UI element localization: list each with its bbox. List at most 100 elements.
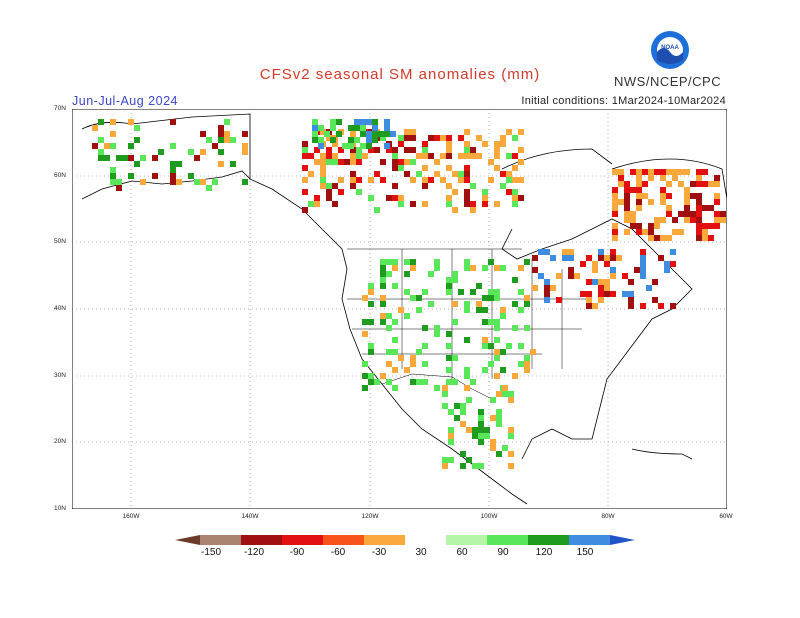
anomaly-cell: [544, 297, 550, 303]
anomaly-cell: [624, 187, 630, 193]
anomaly-cell: [368, 319, 374, 325]
anomaly-cell: [624, 217, 630, 223]
anomaly-cell: [368, 147, 374, 153]
anomaly-cell: [312, 125, 318, 131]
anomaly-cell: [690, 211, 696, 217]
legend-swatch: [241, 535, 282, 545]
anomaly-cell: [660, 235, 666, 241]
anomaly-cell: [494, 153, 500, 159]
anomaly-cell: [538, 249, 544, 255]
anomaly-cell: [398, 159, 404, 165]
anomaly-cell: [612, 193, 618, 199]
anomaly-cell: [410, 177, 416, 183]
anomaly-cell: [512, 373, 518, 379]
anomaly-cell: [434, 325, 440, 331]
legend-swatch: [323, 535, 364, 545]
anomaly-cell: [684, 187, 690, 193]
anomaly-cell: [446, 379, 452, 385]
lat-label: 20N: [54, 438, 66, 445]
anomaly-cell: [636, 199, 642, 205]
anomaly-cell: [612, 199, 618, 205]
anomaly-cell: [362, 385, 368, 391]
anomaly-cell: [318, 137, 324, 143]
anomaly-cell: [98, 137, 104, 143]
anomaly-cell: [494, 289, 500, 295]
anomaly-cell: [452, 271, 458, 277]
anomaly-cell: [640, 249, 646, 255]
anomaly-cell: [206, 185, 212, 191]
anomaly-cell: [448, 433, 454, 439]
anomaly-cell: [366, 143, 372, 149]
anomaly-cell: [326, 153, 332, 159]
anomaly-cell: [604, 291, 610, 297]
anomaly-cell: [714, 175, 720, 181]
anomaly-cell: [484, 427, 490, 433]
anomaly-cell: [488, 361, 494, 367]
anomaly-cell: [618, 181, 624, 187]
anomaly-cell: [170, 167, 176, 173]
anomaly-cell: [404, 367, 410, 373]
anomaly-cell: [636, 193, 642, 199]
anomaly-cell: [634, 267, 640, 273]
anomaly-cell: [488, 259, 494, 265]
anomaly-cell: [512, 325, 518, 331]
anomaly-cell: [708, 181, 714, 187]
anomaly-cell: [386, 259, 392, 265]
anomaly-cell: [392, 159, 398, 165]
anomaly-cell: [452, 379, 458, 385]
anomaly-cell: [140, 179, 146, 185]
anomaly-cell: [434, 331, 440, 337]
anomaly-cell: [470, 379, 476, 385]
anomaly-cell: [490, 397, 496, 403]
anomaly-cell: [512, 165, 518, 171]
anomaly-cell: [380, 271, 386, 277]
anomaly-cell: [470, 183, 476, 189]
anomaly-cell: [512, 189, 518, 195]
anomaly-cell: [476, 135, 482, 141]
anomaly-cell: [422, 147, 428, 153]
legend-label: -30: [371, 547, 387, 558]
anomaly-cell: [524, 355, 530, 361]
anomaly-cell: [380, 313, 386, 319]
anomaly-cell: [458, 153, 464, 159]
anomaly-cell: [356, 189, 362, 195]
anomaly-cell: [640, 303, 646, 309]
anomaly-cell: [500, 367, 506, 373]
anomaly-cell: [640, 267, 646, 273]
anomaly-cell: [380, 373, 386, 379]
anomaly-cell: [592, 303, 598, 309]
anomaly-cell: [562, 249, 568, 255]
legend-label: 60: [456, 547, 468, 558]
lon-label: 140W: [241, 513, 259, 520]
anomaly-cell: [452, 189, 458, 195]
anomaly-cell: [152, 155, 158, 161]
anomaly-cell: [330, 137, 336, 143]
anomaly-cell: [312, 137, 318, 143]
anomaly-cell: [518, 177, 524, 183]
anomaly-cell: [612, 229, 618, 235]
anomaly-cell: [242, 131, 248, 137]
anomaly-cell: [684, 169, 690, 175]
anomaly-cell: [714, 223, 720, 229]
anomaly-cell: [568, 255, 574, 261]
anomaly-cell: [642, 181, 648, 187]
anomaly-cell: [380, 295, 386, 301]
anomaly-cell: [500, 307, 506, 313]
anomaly-cell: [544, 279, 550, 285]
anomaly-cell: [440, 153, 446, 159]
anomaly-cell: [544, 285, 550, 291]
anomaly-cell: [224, 131, 230, 137]
anomaly-cell: [636, 181, 642, 187]
anomaly-cell: [466, 427, 472, 433]
lat-label: 40N: [54, 305, 66, 312]
anomaly-cell: [218, 149, 224, 155]
anomaly-cell: [508, 427, 514, 433]
anomaly-cell: [122, 155, 128, 161]
anomaly-cell: [446, 343, 452, 349]
lon-label: 120W: [361, 513, 379, 520]
anomaly-cell: [212, 143, 218, 149]
anomaly-cell: [442, 457, 448, 463]
anomaly-cell: [384, 125, 390, 131]
anomaly-cell: [458, 289, 464, 295]
